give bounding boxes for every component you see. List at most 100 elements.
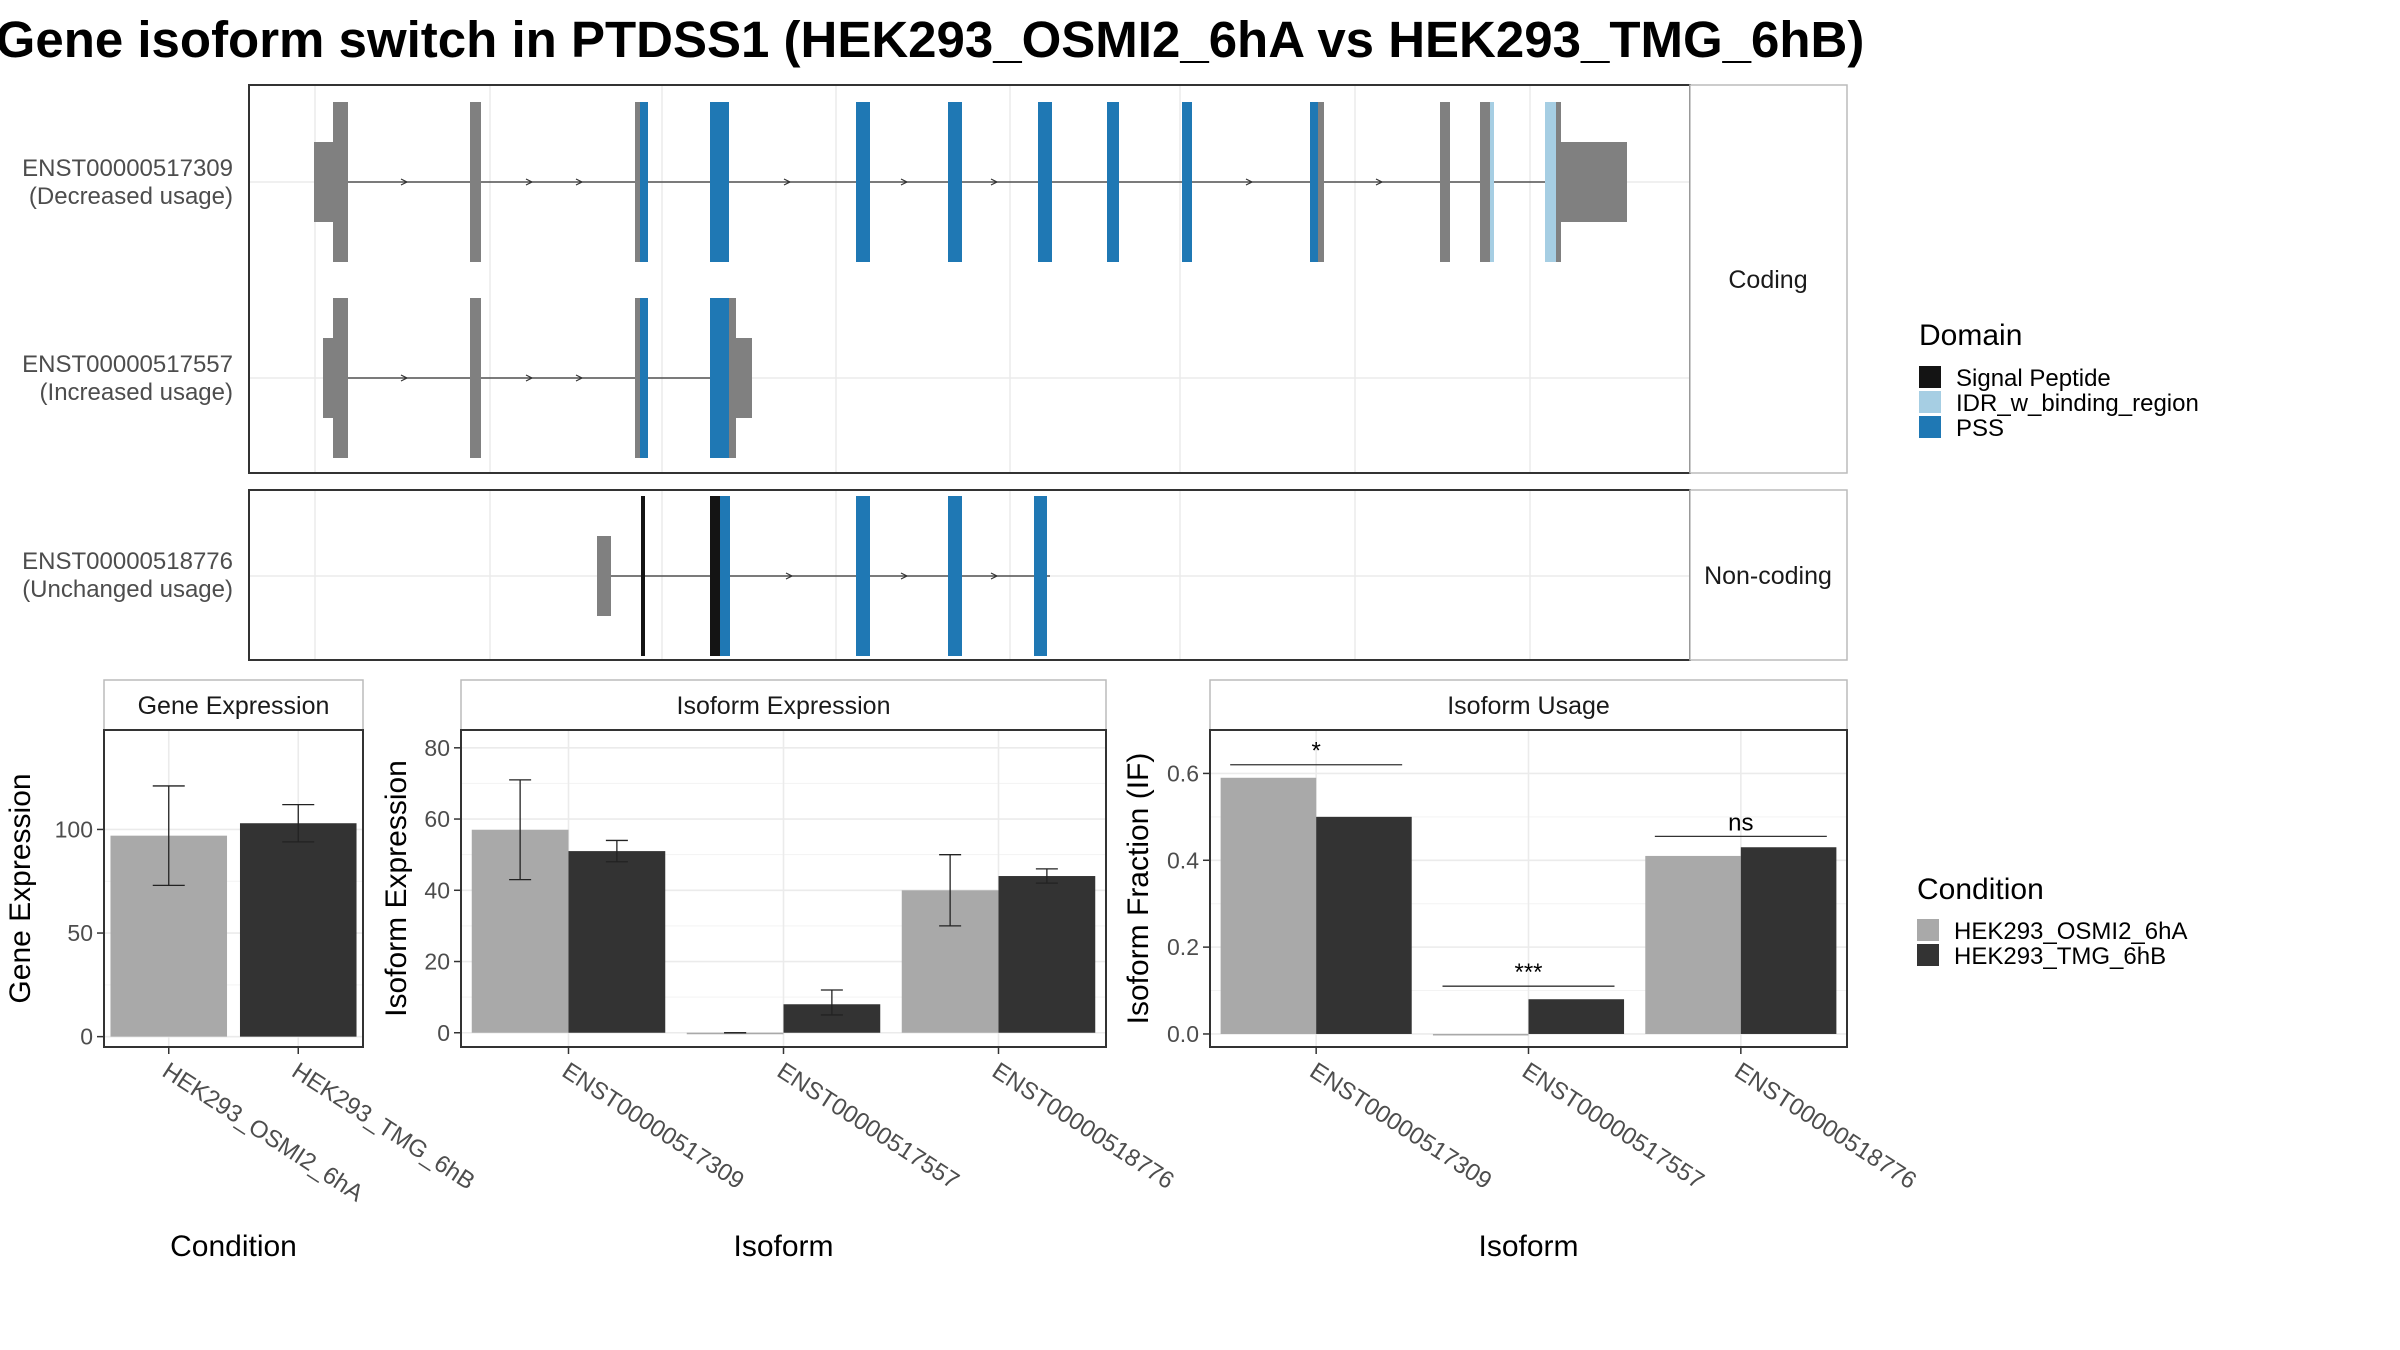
undefined-arrow-1 <box>525 374 534 382</box>
transcript-3-id: ENST00000518776 <box>22 548 233 575</box>
transcript-3-usage: (Unchanged usage) <box>22 576 233 603</box>
t3-exon-1 <box>597 536 611 616</box>
chart1-ytick-label-0: 0 <box>437 1020 450 1046</box>
t2-exon-4b <box>729 298 736 458</box>
t3-exon-6 <box>1034 496 1047 656</box>
t1-exon-10b <box>1318 102 1324 262</box>
chart1-xlabel: Isoform <box>733 1230 833 1263</box>
chart2-xlabel: Isoform <box>1478 1230 1578 1263</box>
t1-exon-5 <box>856 102 870 262</box>
condition-legend-title: Condition <box>1917 873 2044 906</box>
t2-exon-1 <box>333 298 348 458</box>
chart2-bar-2-1 <box>1740 847 1837 1034</box>
chart0-strip <box>103 679 364 731</box>
chart2-ylabel: Isoform Fraction (IF) <box>1122 753 1155 1025</box>
t1-exon-9 <box>1182 102 1192 262</box>
t3-exon-3a-signal <box>710 496 720 656</box>
t1-exon-13a <box>1545 102 1556 262</box>
t1-intron-arrow-2 <box>575 178 584 186</box>
transcript-2-structure <box>323 298 752 458</box>
transcript-2-usage: (Increased usage) <box>40 379 233 406</box>
t3-exon-5 <box>948 496 962 656</box>
chart0-ytick-label-1: 50 <box>67 920 93 946</box>
chart1-ytick-label-1: 20 <box>424 949 450 975</box>
undefined-arrow-1 <box>900 572 909 580</box>
t1-intron-arrow-6 <box>1245 178 1254 186</box>
chart1-ytick-label-3: 60 <box>424 806 450 832</box>
isoform-usage-chart: Isoform Usage****ns0.00.20.40.6ENST00000… <box>1122 679 1921 1263</box>
chart0-title: Gene Expression <box>138 692 330 720</box>
chart2-sig-label-0: * <box>1311 738 1320 765</box>
chart2-bar-0-0 <box>1220 777 1317 1034</box>
undefined-arrow-0 <box>785 572 794 580</box>
noncoding-strip <box>1689 489 1848 661</box>
chart2-ytick-label-1: 0.2 <box>1167 934 1199 960</box>
chart2-title: Isoform Usage <box>1447 692 1610 720</box>
chart2-ytick-label-2: 0.4 <box>1167 847 1199 873</box>
legend-label-cond-a: HEK293_OSMI2_6hA <box>1954 918 2187 945</box>
legend-key-pss <box>1919 416 1941 438</box>
chart2-sig-label-1: *** <box>1514 959 1542 986</box>
chart2-bar-2-0 <box>1645 855 1741 1034</box>
figure-title: Gene isoform switch in PTDSS1 (HEK293_OS… <box>0 11 1864 68</box>
chart2-bar-0-1 <box>1316 816 1412 1034</box>
domain-legend-title: Domain <box>1919 319 2022 352</box>
chart2-ytick-label-3: 0.6 <box>1167 760 1199 786</box>
chart1-xtick-label-2: ENST00000518776 <box>987 1057 1179 1194</box>
transcript-1-usage: (Decreased usage) <box>29 183 233 210</box>
legend-key-signal-peptide <box>1919 366 1941 388</box>
chart2-sig-label-2: ns <box>1728 809 1753 836</box>
t1-exon-13b <box>1556 102 1561 262</box>
t1-intron-arrow-5 <box>990 178 999 186</box>
t2-exon-utr5 <box>323 338 335 418</box>
t1-exon-3a <box>635 102 640 262</box>
undefined-arrow-0 <box>400 374 409 382</box>
chart1-bar-1-0 <box>686 1032 784 1035</box>
t1-exon-6 <box>948 102 962 262</box>
undefined-arrow-2 <box>990 572 999 580</box>
t1-exon-1 <box>333 102 348 262</box>
legend-key-cond-b <box>1917 944 1939 966</box>
coding-strip <box>1689 84 1848 474</box>
coding-strip-label: Coding <box>1728 266 1807 294</box>
t1-intron-arrow-4 <box>900 178 909 186</box>
t1-exon-12b <box>1490 102 1494 262</box>
chart2-bar-1-0 <box>1432 1033 1529 1036</box>
transcript-1-id: ENST00000517309 <box>22 155 233 182</box>
condition-legend: Condition HEK293_OSMI2_6hA HEK293_TMG_6h… <box>1917 873 2187 970</box>
legend-label-signal-peptide: Signal Peptide <box>1956 365 2111 392</box>
noncoding-panel <box>248 489 1691 661</box>
t1-exon-utr3 <box>1561 142 1627 222</box>
legend-key-idr <box>1919 391 1941 413</box>
chart2-bar-1-1 <box>1528 999 1625 1034</box>
transcript-3-structure <box>597 496 1050 656</box>
transcript-2-id: ENST00000517557 <box>22 351 233 378</box>
chart1-title: Isoform Expression <box>677 692 891 720</box>
chart2-strip <box>1209 679 1848 731</box>
chart0-xlabel: Condition <box>170 1230 297 1263</box>
t1-exon-12a <box>1480 102 1490 262</box>
noncoding-strip-label: Non-coding <box>1704 562 1832 590</box>
t1-exon-4 <box>710 102 729 262</box>
isoform-expression-chart: Isoform Expression 0 20 40 60 80 ENST000005173… <box>380 679 1179 1263</box>
chart1-bar-2-1 <box>998 876 1096 1033</box>
chart0-ytick-label-2: 100 <box>55 816 93 842</box>
transcript-1-structure <box>314 102 1627 262</box>
t1-intron-arrow-3 <box>783 178 792 186</box>
legend-label-cond-b: HEK293_TMG_6hB <box>1954 943 2166 970</box>
t1-exon-utr5 <box>314 142 334 222</box>
t1-exon-10a <box>1310 102 1318 262</box>
t2-exon-utr3 <box>736 338 752 418</box>
t1-exon-3b <box>640 102 648 262</box>
chart2-ytick-label-0: 0.0 <box>1167 1021 1199 1047</box>
transcript-structure-panels: Coding Non-coding ENST00000517309 (Decre… <box>22 84 1848 661</box>
t1-exon-11 <box>1440 102 1450 262</box>
chart1-xtick-label-0: ENST00000517309 <box>557 1057 749 1194</box>
t1-exon-7 <box>1038 102 1052 262</box>
chart0-ytick-label-0: 0 <box>80 1024 93 1050</box>
domain-legend: Domain Signal Peptide IDR_w_binding_regi… <box>1919 319 2199 442</box>
t3-exon-2-signal <box>641 496 645 656</box>
coding-panel <box>248 84 1691 474</box>
t2-exon-3b <box>640 298 648 458</box>
t3-exon-3b <box>720 496 730 656</box>
